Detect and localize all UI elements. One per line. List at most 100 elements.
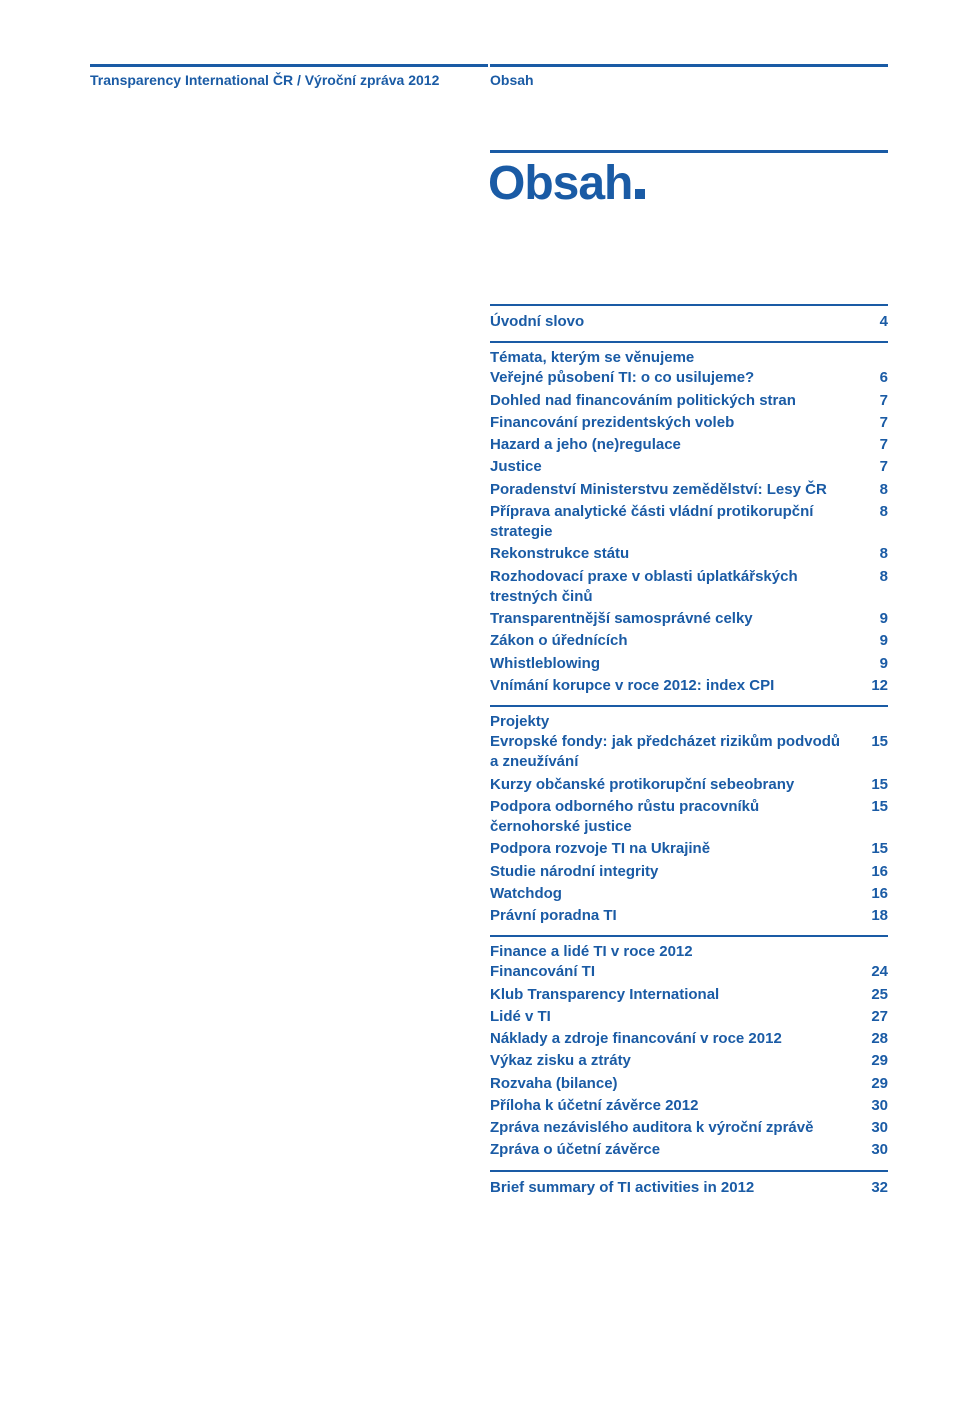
toc-page: 16 xyxy=(860,884,888,904)
toc-label: Justice xyxy=(490,457,860,477)
toc-row: Podpora odborného růstu pracovníků černo… xyxy=(490,796,888,839)
toc-page: 24 xyxy=(860,962,888,982)
toc-label: Zpráva o účetní závěrce xyxy=(490,1140,860,1160)
toc-label: Příprava analytické části vládní protiko… xyxy=(490,502,860,543)
toc-row: Rozvaha (bilance)29 xyxy=(490,1073,888,1095)
toc-row: Zpráva nezávislého auditora k výroční zp… xyxy=(490,1117,888,1139)
toc-row-summary: Brief summary of TI activities in 2012 3… xyxy=(490,1177,888,1199)
toc-page: 25 xyxy=(860,985,888,1005)
toc-row: Zákon o úřednících9 xyxy=(490,630,888,652)
toc-label: Právní poradna TI xyxy=(490,906,860,926)
toc-page: 27 xyxy=(860,1007,888,1027)
toc-row: Příprava analytické části vládní protiko… xyxy=(490,501,888,544)
toc-label: Whistleblowing xyxy=(490,654,860,674)
toc-section-heading: Témata, kterým se věnujeme xyxy=(490,348,888,367)
toc-label: Podpora odborného růstu pracovníků černo… xyxy=(490,797,860,838)
toc-page: 16 xyxy=(860,862,888,882)
toc-label: Poradenství Ministerstvu zemědělství: Le… xyxy=(490,480,860,500)
toc-row: Financování prezidentských voleb7 xyxy=(490,412,888,434)
toc-label: Veřejné působení TI: o co usilujeme? xyxy=(490,368,860,388)
toc-page: 8 xyxy=(860,567,888,587)
toc-label: Úvodní slovo xyxy=(490,312,860,332)
toc-label: Financování TI xyxy=(490,962,860,982)
toc-label: Zákon o úřednících xyxy=(490,631,860,651)
toc-section-heading: Projekty xyxy=(490,712,888,731)
toc-page: 12 xyxy=(860,676,888,696)
toc-row: Rozhodovací praxe v oblasti úplatkářskýc… xyxy=(490,566,888,609)
toc-label: Watchdog xyxy=(490,884,860,904)
toc-page: 15 xyxy=(860,839,888,859)
toc-separator xyxy=(490,304,888,306)
title-dot-icon xyxy=(635,189,645,199)
toc-label: Kurzy občanské protikorupční sebeobrany xyxy=(490,775,860,795)
toc-page: 15 xyxy=(860,797,888,817)
toc-page: 28 xyxy=(860,1029,888,1049)
toc-label: Rozvaha (bilance) xyxy=(490,1074,860,1094)
toc-label: Lidé v TI xyxy=(490,1007,860,1027)
page-title: Obsah xyxy=(488,156,645,211)
toc-row: Hazard a jeho (ne)regulace7 xyxy=(490,434,888,456)
toc-page: 32 xyxy=(860,1178,888,1198)
toc-label: Zpráva nezávislého auditora k výroční zp… xyxy=(490,1118,860,1138)
toc-row: Poradenství Ministerstvu zemědělství: Le… xyxy=(490,479,888,501)
toc-label: Rozhodovací praxe v oblasti úplatkářskýc… xyxy=(490,567,860,608)
toc-page: 9 xyxy=(860,654,888,674)
toc-page: 8 xyxy=(860,544,888,564)
toc-row: Justice7 xyxy=(490,456,888,478)
toc-label: Výkaz zisku a ztráty xyxy=(490,1051,860,1071)
toc-row: Lidé v TI27 xyxy=(490,1006,888,1028)
toc-label: Brief summary of TI activities in 2012 xyxy=(490,1178,860,1198)
table-of-contents: Úvodní slovo 4 Témata, kterým se věnujem… xyxy=(490,304,888,1199)
toc-page: 4 xyxy=(860,312,888,332)
toc-label: Rekonstrukce státu xyxy=(490,544,860,564)
toc-label: Hazard a jeho (ne)regulace xyxy=(490,435,860,455)
title-rule xyxy=(490,150,888,153)
toc-page: 8 xyxy=(860,502,888,522)
toc-row: Transparentnější samosprávné celky9 xyxy=(490,608,888,630)
toc-label: Příloha k účetní závěrce 2012 xyxy=(490,1096,860,1116)
toc-page: 7 xyxy=(860,413,888,433)
toc-row: Výkaz zisku a ztráty29 xyxy=(490,1050,888,1072)
toc-page: 30 xyxy=(860,1140,888,1160)
toc-page: 6 xyxy=(860,368,888,388)
toc-label: Evropské fondy: jak předcházet rizikům p… xyxy=(490,732,860,773)
toc-section-heading: Finance a lidé TI v roce 2012 xyxy=(490,942,888,961)
toc-row: Studie národní integrity16 xyxy=(490,861,888,883)
toc-page: 29 xyxy=(860,1051,888,1071)
header-left: Transparency International ČR / Výroční … xyxy=(90,72,439,88)
toc-label: Studie národní integrity xyxy=(490,862,860,882)
toc-row: Podpora rozvoje TI na Ukrajině15 xyxy=(490,838,888,860)
toc-label: Dohled nad financováním politických stra… xyxy=(490,391,860,411)
toc-row: Kurzy občanské protikorupční sebeobrany1… xyxy=(490,774,888,796)
toc-page: 9 xyxy=(860,631,888,651)
toc-row: Dohled nad financováním politických stra… xyxy=(490,390,888,412)
header-rule-left xyxy=(90,64,488,67)
header-rule-right xyxy=(490,64,888,67)
toc-label: Klub Transparency International xyxy=(490,985,860,1005)
toc-page: 9 xyxy=(860,609,888,629)
toc-row: Klub Transparency International25 xyxy=(490,984,888,1006)
toc-label: Vnímání korupce v roce 2012: index CPI xyxy=(490,676,860,696)
toc-label: Transparentnější samosprávné celky xyxy=(490,609,860,629)
page-title-text: Obsah xyxy=(488,157,632,210)
page: Transparency International ČR / Výroční … xyxy=(0,0,960,1421)
toc-page: 7 xyxy=(860,435,888,455)
toc-row: Whistleblowing9 xyxy=(490,653,888,675)
toc-label: Podpora rozvoje TI na Ukrajině xyxy=(490,839,860,859)
toc-page: 29 xyxy=(860,1074,888,1094)
toc-separator xyxy=(490,1170,888,1172)
toc-page: 7 xyxy=(860,457,888,477)
header-right: Obsah xyxy=(490,72,534,88)
toc-row: Vnímání korupce v roce 2012: index CPI12 xyxy=(490,675,888,697)
toc-row: Právní poradna TI18 xyxy=(490,905,888,927)
toc-label: Financování prezidentských voleb xyxy=(490,413,860,433)
toc-page: 15 xyxy=(860,732,888,752)
toc-page: 18 xyxy=(860,906,888,926)
toc-label: Náklady a zdroje financování v roce 2012 xyxy=(490,1029,860,1049)
toc-row: Náklady a zdroje financování v roce 2012… xyxy=(490,1028,888,1050)
toc-row: Watchdog16 xyxy=(490,883,888,905)
toc-row: Zpráva o účetní závěrce30 xyxy=(490,1139,888,1161)
toc-row: Příloha k účetní závěrce 201230 xyxy=(490,1095,888,1117)
toc-page: 30 xyxy=(860,1096,888,1116)
toc-separator xyxy=(490,705,888,707)
